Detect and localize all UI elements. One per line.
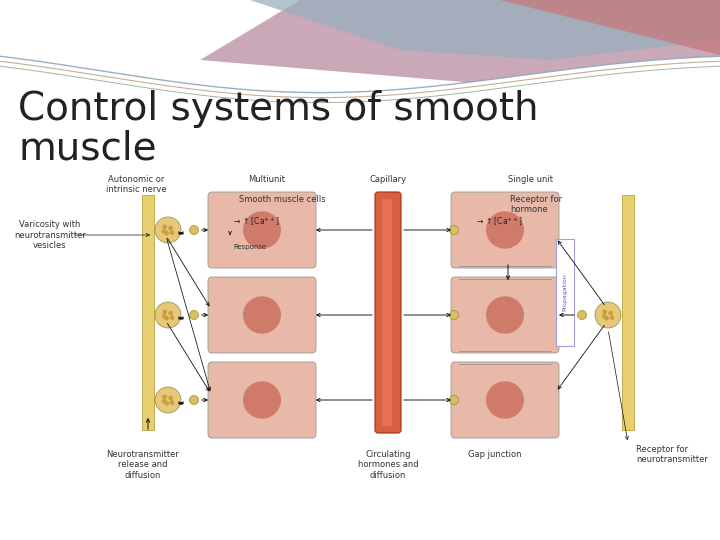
Text: Smooth muscle cells: Smooth muscle cells bbox=[239, 195, 325, 204]
Circle shape bbox=[189, 226, 199, 234]
FancyBboxPatch shape bbox=[451, 192, 559, 268]
FancyBboxPatch shape bbox=[451, 362, 559, 438]
Text: Gap junction: Gap junction bbox=[468, 450, 522, 459]
Circle shape bbox=[164, 401, 169, 406]
Circle shape bbox=[602, 314, 606, 319]
Circle shape bbox=[155, 302, 181, 328]
Circle shape bbox=[168, 396, 173, 400]
Text: Receptor for
neurotransmitter: Receptor for neurotransmitter bbox=[636, 445, 708, 464]
Circle shape bbox=[163, 309, 167, 314]
Circle shape bbox=[170, 315, 174, 320]
Polygon shape bbox=[0, 56, 720, 540]
Ellipse shape bbox=[243, 296, 281, 334]
FancyBboxPatch shape bbox=[375, 192, 401, 433]
Circle shape bbox=[610, 315, 614, 320]
Text: Capillary: Capillary bbox=[369, 175, 407, 184]
Circle shape bbox=[168, 226, 173, 231]
Circle shape bbox=[604, 316, 609, 321]
FancyBboxPatch shape bbox=[208, 277, 316, 353]
Circle shape bbox=[449, 395, 459, 404]
Polygon shape bbox=[200, 0, 720, 85]
Circle shape bbox=[163, 394, 167, 399]
Circle shape bbox=[449, 226, 459, 234]
FancyBboxPatch shape bbox=[556, 239, 574, 346]
Text: muscle: muscle bbox=[18, 130, 157, 168]
FancyBboxPatch shape bbox=[208, 192, 316, 268]
Circle shape bbox=[170, 230, 174, 235]
Polygon shape bbox=[0, 0, 720, 60]
Circle shape bbox=[189, 310, 199, 320]
Text: Response: Response bbox=[233, 244, 266, 250]
Circle shape bbox=[155, 217, 181, 243]
Text: $\rightarrow\uparrow$[Ca$^{++}$]: $\rightarrow\uparrow$[Ca$^{++}$] bbox=[232, 216, 279, 228]
Text: Control systems of smooth: Control systems of smooth bbox=[18, 90, 539, 128]
Ellipse shape bbox=[243, 381, 281, 418]
Polygon shape bbox=[500, 0, 720, 55]
Circle shape bbox=[608, 310, 613, 315]
Circle shape bbox=[170, 400, 174, 405]
Text: $\rightarrow\uparrow$[Ca$^{++}$]: $\rightarrow\uparrow$[Ca$^{++}$] bbox=[475, 216, 523, 228]
Circle shape bbox=[162, 314, 166, 319]
Ellipse shape bbox=[243, 211, 281, 249]
Ellipse shape bbox=[486, 296, 524, 334]
Circle shape bbox=[162, 229, 166, 234]
Text: Autonomic or
intrinsic nerve: Autonomic or intrinsic nerve bbox=[106, 175, 166, 194]
Circle shape bbox=[449, 310, 459, 320]
Text: Circulating
hormones and
diffusion: Circulating hormones and diffusion bbox=[358, 450, 418, 480]
FancyBboxPatch shape bbox=[208, 362, 316, 438]
Ellipse shape bbox=[486, 381, 524, 418]
Circle shape bbox=[595, 302, 621, 328]
Text: Varicosity with
neurotransmitter
vesicles: Varicosity with neurotransmitter vesicle… bbox=[14, 220, 86, 250]
Text: Propagation: Propagation bbox=[562, 274, 567, 312]
Bar bbox=[622, 195, 634, 430]
Circle shape bbox=[577, 310, 587, 320]
Circle shape bbox=[189, 395, 199, 404]
Circle shape bbox=[162, 399, 166, 403]
Circle shape bbox=[155, 387, 181, 413]
Ellipse shape bbox=[486, 211, 524, 249]
Circle shape bbox=[168, 310, 173, 315]
FancyBboxPatch shape bbox=[451, 277, 559, 353]
Circle shape bbox=[603, 309, 607, 314]
Text: Receptor for
hormone: Receptor for hormone bbox=[510, 195, 562, 214]
Text: Multiunit: Multiunit bbox=[248, 175, 286, 184]
Text: Neurotransmitter
release and
diffusion: Neurotransmitter release and diffusion bbox=[107, 450, 179, 480]
Bar bbox=[142, 195, 154, 430]
Text: Single unit: Single unit bbox=[508, 175, 552, 184]
Circle shape bbox=[164, 231, 169, 235]
FancyBboxPatch shape bbox=[382, 199, 392, 426]
Circle shape bbox=[163, 225, 167, 229]
Circle shape bbox=[164, 316, 169, 321]
